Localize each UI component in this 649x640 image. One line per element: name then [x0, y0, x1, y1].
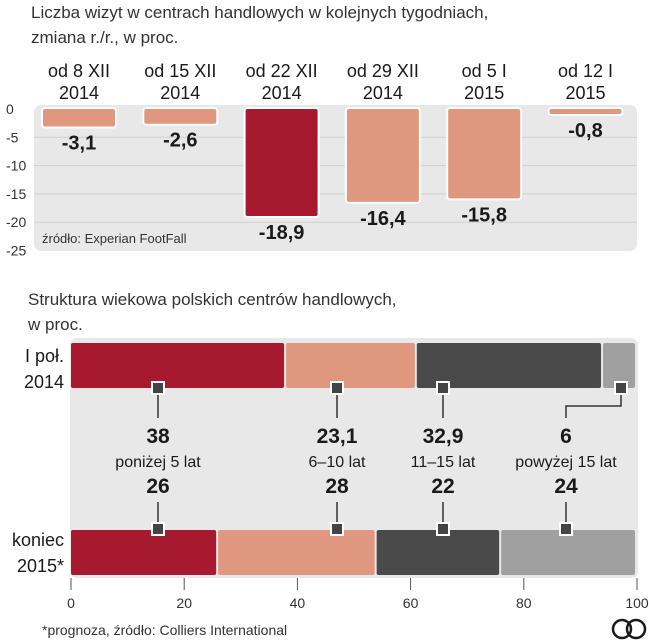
chart1-ytick-label: -15 [6, 186, 26, 202]
chart1-plot-panel [34, 105, 637, 251]
chart1-subtitle: zmiana r./r., w proc. [31, 28, 178, 47]
chart1-category-label: 2015 [464, 83, 504, 103]
chart2-segment [501, 530, 635, 575]
chart2-marker [330, 381, 344, 395]
chart1-category-label: 2015 [565, 83, 605, 103]
logo [611, 618, 647, 640]
chart2-subtitle: w proc. [27, 315, 83, 334]
chart2-marker [614, 381, 628, 395]
chart1-value-label: -0,8 [568, 120, 602, 142]
chart1-bar [144, 109, 217, 124]
chart1-bar [549, 109, 622, 114]
chart2-segment-label: powyżej 15 lat [515, 454, 617, 471]
chart2-xtick-label: 100 [625, 595, 649, 611]
chart1-category-label: od 29 XII [347, 61, 419, 81]
chart1-category-label: 2014 [59, 83, 99, 103]
chart2-xtick-label: 60 [403, 595, 419, 611]
chart1-value-label: -3,1 [62, 133, 96, 155]
chart2-value-label-2014: 6 [560, 425, 572, 448]
chart2-segment [286, 343, 415, 388]
chart1-category-label: 2014 [160, 83, 200, 103]
chart2-segment-label: 11–15 lat [411, 454, 476, 471]
chart2-plot-panel [70, 338, 638, 578]
chart2-value-label-2015: 24 [554, 475, 578, 498]
chart1-ytick-label: -20 [6, 214, 26, 230]
chart2-segment [71, 530, 217, 575]
chart1-category-label: 2014 [363, 83, 403, 103]
chart1-category-label: 2014 [262, 83, 302, 103]
chart2-value-label-2014: 38 [146, 425, 170, 448]
chart2-marker [559, 522, 573, 536]
chart2-marker [151, 381, 165, 395]
chart2-xtick-label: 20 [176, 595, 192, 611]
chart2-segment-label: poniżej 5 lat [115, 454, 201, 471]
chart2-segment [416, 343, 602, 388]
chart2-value-label-2015: 28 [325, 475, 349, 498]
chart1-value-label: -15,8 [461, 204, 507, 226]
chart1-source: źródło: Experian FootFall [42, 231, 187, 246]
chart2-xtick-label: 80 [516, 595, 532, 611]
chart2-segment [218, 530, 375, 575]
chart1-ytick-label: -10 [6, 158, 26, 174]
chart1-value-label: -18,9 [259, 222, 305, 244]
chart2-row-label: 2015* [17, 556, 64, 576]
chart2-title: Struktura wiekowa polskich centrów handl… [28, 290, 397, 309]
chart2-marker [436, 381, 450, 395]
chart1-ytick-label: 0 [6, 101, 14, 117]
chart1-category-label: od 12 I [558, 61, 613, 81]
chart1-ytick-label: -25 [6, 243, 26, 259]
chart2-xtick-label: 40 [290, 595, 306, 611]
chart2-segment [71, 343, 285, 388]
chart2-row-label: I poł. [25, 346, 64, 366]
chart2-row-label: 2014 [24, 372, 64, 392]
chart2-value-label-2015: 26 [146, 475, 169, 498]
chart1-category-label: od 5 I [462, 61, 507, 81]
chart2-segment-label: 6–10 lat [309, 454, 366, 471]
chart1-value-label: -2,6 [163, 130, 197, 152]
chart2-segment [603, 343, 635, 388]
chart2-value-label-2015: 22 [431, 475, 454, 498]
chart2-value-label-2014: 32,9 [423, 425, 464, 448]
chart1-category-label: od 15 XII [144, 61, 216, 81]
chart2-segment [376, 530, 500, 575]
chart2-marker [436, 522, 450, 536]
chart2-connector [565, 389, 622, 418]
chart1-ytick-label: -5 [6, 129, 19, 145]
chart2-value-label-2014: 23,1 [317, 425, 358, 448]
chart1-bar [43, 109, 115, 127]
chart2-marker [330, 522, 344, 536]
chart1-bar [245, 109, 318, 216]
chart1-category-label: od 8 XII [48, 61, 110, 81]
chart1-value-label: -16,4 [360, 208, 406, 230]
chart2-xtick-label: 0 [67, 595, 75, 611]
chart2-marker [151, 522, 165, 536]
chart1-bar [346, 109, 419, 202]
chart1-bar [448, 109, 521, 199]
chart2-row-label: koniec [12, 530, 64, 550]
chart1-category-label: od 22 XII [246, 61, 318, 81]
chart1-title: Liczba wizyt w centrach handlowych w kol… [31, 3, 488, 22]
chart2-footnote: *prognoza, źródło: Colliers Internationa… [42, 622, 287, 638]
